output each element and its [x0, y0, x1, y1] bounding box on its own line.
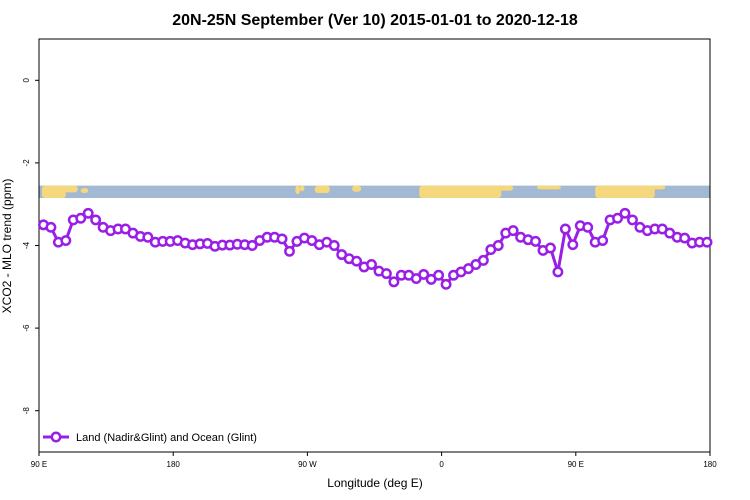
- x-tick-label: 90 E: [31, 460, 47, 469]
- data-point: [679, 232, 691, 244]
- data-point: [567, 239, 579, 251]
- land-patch: [62, 185, 78, 193]
- land-patch: [41, 185, 66, 199]
- data-point: [612, 212, 624, 224]
- data-point: [492, 240, 504, 251]
- data-point: [328, 240, 340, 251]
- y-axis: 0 -2 -4 -6 -8: [22, 78, 39, 415]
- data-point: [559, 223, 571, 235]
- data-point: [619, 207, 631, 219]
- x-tick-label: 90 W: [298, 460, 317, 469]
- data-point: [60, 235, 72, 246]
- data-point: [246, 240, 258, 251]
- data-point: [545, 242, 556, 254]
- data-point: [701, 236, 713, 248]
- data-point: [351, 255, 363, 267]
- data-point: [552, 266, 564, 278]
- land-patch: [595, 185, 655, 199]
- y-axis-label: XCO2 - MLO trend (ppm): [0, 179, 14, 314]
- map-strip: [39, 185, 710, 199]
- data-point: [284, 245, 295, 257]
- x-tick-label: 0: [439, 460, 444, 469]
- x-axis-label: Longitude (deg E): [327, 476, 422, 490]
- data-point: [507, 225, 519, 237]
- data-point: [366, 259, 377, 270]
- data-point: [477, 254, 489, 266]
- land-patch: [314, 185, 330, 194]
- land-patch: [498, 185, 514, 191]
- data-point: [530, 235, 541, 247]
- data-point: [82, 207, 94, 219]
- y-tick-label: -2: [22, 159, 31, 167]
- land-patch: [650, 185, 666, 190]
- legend: Land (Nadir&Glint) and Ocean (Glint): [43, 431, 257, 444]
- data-point: [440, 278, 452, 290]
- land-patch: [80, 188, 89, 194]
- data-point: [433, 269, 445, 281]
- data-point: [90, 214, 102, 226]
- data-point: [418, 268, 430, 280]
- x-tick-label: 180: [167, 460, 181, 469]
- chart-title: 20N-25N September (Ver 10) 2015-01-01 to…: [172, 12, 578, 29]
- x-tick-label: 90 E: [568, 460, 584, 469]
- x-axis: 90 E 180 90 W 0 90 E 180: [31, 452, 717, 469]
- y-tick-label: -4: [22, 241, 31, 249]
- land-patch: [299, 185, 305, 192]
- land-patch: [352, 185, 362, 192]
- data-point: [45, 221, 57, 233]
- data-point: [627, 214, 638, 226]
- legend-marker: [50, 431, 62, 443]
- land-patch: [419, 185, 502, 199]
- y-tick-label: -8: [22, 407, 31, 415]
- land-patch: [537, 185, 561, 190]
- y-tick-label: 0: [22, 78, 31, 83]
- data-point: [582, 221, 594, 233]
- land-patch: [295, 185, 300, 195]
- plot-frame: [38, 38, 711, 453]
- legend-label: Land (Nadir&Glint) and Ocean (Glint): [76, 432, 257, 444]
- data-point: [142, 231, 154, 243]
- series-layer: [38, 207, 713, 290]
- data-point: [597, 235, 609, 246]
- data-point: [388, 276, 400, 288]
- data-point: [276, 233, 288, 245]
- data-point: [75, 212, 87, 224]
- y-tick-label: -6: [22, 324, 31, 332]
- data-point: [380, 268, 392, 280]
- x-tick-label: 180: [703, 460, 717, 469]
